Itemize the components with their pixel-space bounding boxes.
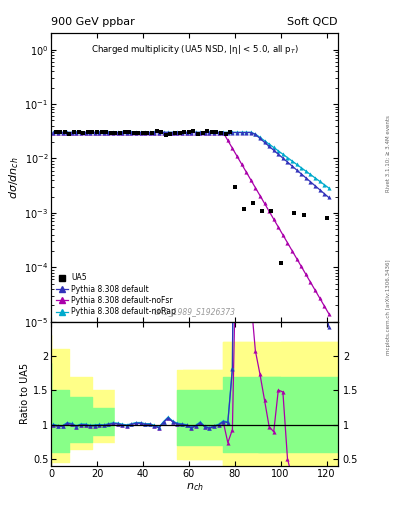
- Point: [89, 128, 95, 136]
- Point: [218, 129, 224, 137]
- Text: Rivet 3.1.10; ≥ 3.4M events: Rivet 3.1.10; ≥ 3.4M events: [386, 115, 391, 192]
- Point: [231, 183, 238, 191]
- Point: [144, 129, 151, 137]
- Point: [204, 126, 210, 135]
- Point: [213, 128, 219, 136]
- Point: [172, 129, 178, 137]
- Point: [57, 127, 63, 136]
- Y-axis label: Ratio to UA5: Ratio to UA5: [20, 363, 30, 424]
- Point: [98, 129, 105, 137]
- Point: [277, 259, 284, 267]
- Point: [185, 128, 192, 136]
- Point: [154, 127, 160, 135]
- Point: [167, 130, 174, 138]
- Point: [268, 206, 275, 215]
- Point: [181, 128, 187, 136]
- Text: Charged multiplicity (UA5 NSD, |η| < 5.0, all p$_T$): Charged multiplicity (UA5 NSD, |η| < 5.0…: [90, 44, 299, 56]
- Point: [222, 130, 229, 138]
- Y-axis label: $d\sigma/dn_{ch}$: $d\sigma/dn_{ch}$: [7, 156, 21, 199]
- Point: [75, 128, 82, 136]
- Point: [250, 199, 256, 207]
- Point: [291, 209, 298, 217]
- Point: [227, 129, 233, 137]
- Point: [199, 129, 206, 137]
- Legend: UA5, Pythia 8.308 default, Pythia 8.308 default-noFsr, Pythia 8.308 default-noRa: UA5, Pythia 8.308 default, Pythia 8.308 …: [55, 272, 177, 318]
- Point: [126, 129, 132, 137]
- Point: [300, 211, 307, 220]
- Point: [80, 129, 86, 137]
- Text: mcplots.cern.ch [arXiv:1306.3436]: mcplots.cern.ch [arXiv:1306.3436]: [386, 260, 391, 355]
- Point: [158, 127, 164, 136]
- Point: [209, 128, 215, 136]
- Point: [53, 128, 59, 136]
- Point: [112, 129, 119, 137]
- Point: [66, 130, 73, 138]
- Point: [121, 128, 128, 136]
- X-axis label: $n_{ch}$: $n_{ch}$: [185, 481, 204, 493]
- Point: [84, 128, 91, 136]
- Point: [190, 126, 196, 135]
- Point: [259, 206, 265, 215]
- Point: [117, 129, 123, 137]
- Text: 900 GeV ppbar: 900 GeV ppbar: [51, 16, 135, 27]
- Point: [176, 129, 183, 137]
- Point: [140, 129, 146, 137]
- Text: Soft QCD: Soft QCD: [288, 16, 338, 27]
- Point: [241, 204, 247, 212]
- Point: [163, 131, 169, 139]
- Point: [62, 128, 68, 136]
- Text: UA5_1989_S1926373: UA5_1989_S1926373: [154, 307, 235, 316]
- Point: [71, 127, 77, 136]
- Point: [94, 128, 100, 136]
- Point: [130, 129, 137, 137]
- Point: [195, 130, 201, 138]
- Point: [103, 128, 109, 136]
- Point: [108, 129, 114, 137]
- Point: [149, 129, 155, 137]
- Point: [323, 214, 330, 222]
- Point: [135, 129, 141, 137]
